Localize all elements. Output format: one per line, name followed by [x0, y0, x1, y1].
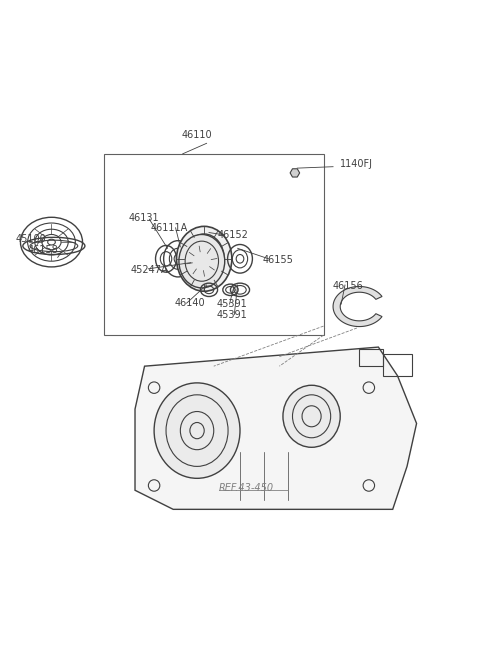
- Polygon shape: [290, 169, 300, 177]
- Text: 46140: 46140: [174, 298, 205, 308]
- Text: 46158: 46158: [28, 245, 59, 255]
- Text: 46131: 46131: [129, 213, 159, 223]
- Ellipse shape: [283, 385, 340, 447]
- Bar: [104, 154, 324, 335]
- Text: 46155: 46155: [263, 255, 294, 265]
- Bar: [360, 350, 383, 366]
- Ellipse shape: [154, 383, 240, 478]
- Text: 46110: 46110: [182, 131, 212, 140]
- Text: 45391: 45391: [216, 310, 247, 319]
- Text: 45391: 45391: [216, 299, 247, 309]
- Text: 45100: 45100: [16, 234, 47, 245]
- Text: 1140FJ: 1140FJ: [340, 159, 373, 169]
- Text: 46152: 46152: [217, 230, 248, 240]
- Ellipse shape: [179, 234, 225, 288]
- Text: 46111A: 46111A: [151, 223, 188, 233]
- Bar: [383, 354, 412, 376]
- Text: REF.43-450: REF.43-450: [218, 483, 274, 493]
- Polygon shape: [333, 287, 382, 327]
- Text: 46156: 46156: [333, 281, 364, 291]
- Text: 45247A: 45247A: [130, 265, 168, 275]
- Ellipse shape: [177, 226, 232, 291]
- Polygon shape: [135, 347, 417, 509]
